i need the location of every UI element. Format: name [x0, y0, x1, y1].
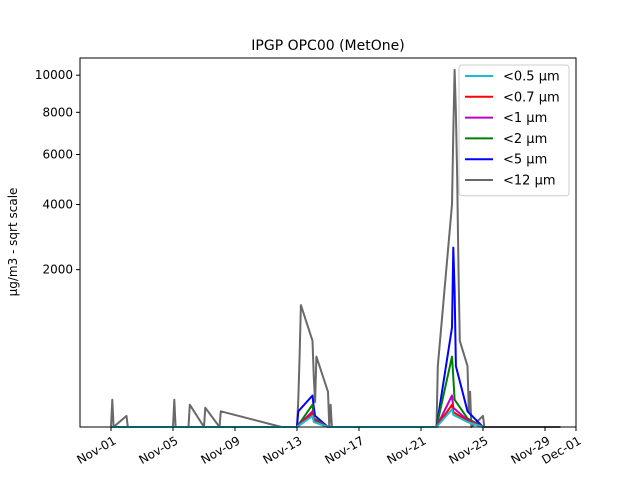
- legend-label: <12 µm: [503, 174, 556, 189]
- axes-frame: [79, 57, 577, 428]
- legend-label: <0.5 µm: [503, 70, 560, 85]
- y-tick-label: 2000: [42, 263, 73, 277]
- legend: <0.5 µm <0.7 µm <1 µm <2 µm <5 µm <12 µm: [458, 64, 570, 197]
- y-tick-label: 10000: [35, 68, 73, 82]
- y-axis-label: µg/m3 - sqrt scale: [6, 188, 20, 297]
- legend-label: <5 µm: [503, 153, 547, 168]
- legend-label: <2 µm: [503, 132, 547, 147]
- legend-label: <0.7 µm: [503, 90, 560, 105]
- y-tick-label: 8000: [42, 105, 73, 119]
- y-tick-label: 6000: [42, 147, 73, 161]
- y-tick-label: 4000: [42, 197, 73, 211]
- y-axis: 2000 4000 6000 8000 10000: [35, 68, 80, 277]
- chart-title: IPGP OPC00 (MetOne): [251, 38, 404, 54]
- legend-label: <1 µm: [503, 111, 547, 126]
